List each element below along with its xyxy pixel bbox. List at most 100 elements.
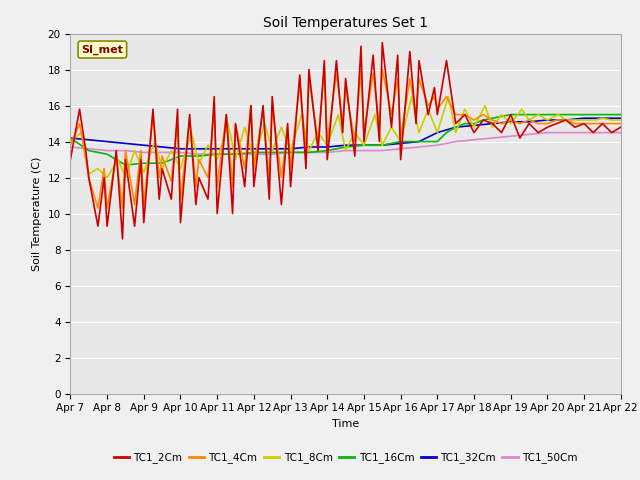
TC1_32Cm: [122, 141, 129, 146]
TC1_50Cm: [488, 135, 496, 141]
TC1_16Cm: [305, 150, 313, 156]
TC1_50Cm: [268, 151, 276, 157]
TC1_16Cm: [433, 139, 441, 144]
TC1_32Cm: [507, 119, 515, 125]
TC1_16Cm: [360, 142, 368, 148]
TC1_32Cm: [525, 119, 533, 125]
TC1_2Cm: [498, 130, 506, 135]
TC1_16Cm: [397, 139, 404, 144]
TC1_50Cm: [103, 148, 111, 154]
TC1_8Cm: [188, 130, 195, 135]
Text: SI_met: SI_met: [81, 44, 124, 55]
Legend: TC1_2Cm, TC1_4Cm, TC1_8Cm, TC1_16Cm, TC1_32Cm, TC1_50Cm: TC1_2Cm, TC1_4Cm, TC1_8Cm, TC1_16Cm, TC1…: [109, 448, 582, 468]
TC1_16Cm: [85, 148, 93, 154]
TC1_50Cm: [360, 148, 368, 154]
TC1_50Cm: [415, 144, 423, 150]
TC1_16Cm: [378, 142, 386, 148]
TC1_16Cm: [617, 112, 625, 118]
TC1_16Cm: [470, 120, 478, 126]
TC1_16Cm: [580, 112, 588, 118]
TC1_2Cm: [562, 117, 570, 123]
TC1_50Cm: [397, 146, 404, 152]
TC1_50Cm: [140, 150, 148, 156]
TC1_16Cm: [479, 117, 487, 123]
Line: TC1_8Cm: TC1_8Cm: [70, 96, 621, 178]
TC1_50Cm: [232, 151, 239, 157]
Line: TC1_2Cm: TC1_2Cm: [70, 43, 621, 239]
TC1_8Cm: [371, 112, 379, 118]
TC1_4Cm: [443, 94, 451, 99]
TC1_4Cm: [94, 205, 102, 211]
TC1_32Cm: [158, 144, 166, 150]
TC1_8Cm: [204, 142, 212, 148]
TC1_32Cm: [360, 142, 368, 148]
TC1_50Cm: [305, 150, 313, 156]
TC1_8Cm: [103, 175, 111, 180]
TC1_50Cm: [562, 130, 570, 135]
TC1_16Cm: [507, 112, 515, 118]
TC1_2Cm: [118, 236, 126, 242]
TC1_50Cm: [195, 151, 203, 157]
TC1_4Cm: [351, 139, 358, 144]
TC1_32Cm: [85, 137, 93, 143]
TC1_16Cm: [598, 112, 606, 118]
TC1_32Cm: [103, 139, 111, 144]
TC1_4Cm: [617, 120, 625, 126]
TC1_32Cm: [598, 115, 606, 121]
TC1_8Cm: [268, 148, 276, 154]
TC1_50Cm: [452, 139, 460, 144]
TC1_32Cm: [195, 146, 203, 152]
TC1_8Cm: [415, 130, 423, 135]
Line: TC1_16Cm: TC1_16Cm: [70, 115, 621, 165]
TC1_16Cm: [525, 112, 533, 118]
TC1_16Cm: [140, 160, 148, 166]
TC1_4Cm: [562, 117, 570, 123]
TC1_16Cm: [268, 150, 276, 156]
TC1_32Cm: [268, 146, 276, 152]
TC1_8Cm: [562, 117, 570, 123]
Y-axis label: Soil Temperature (C): Soil Temperature (C): [32, 156, 42, 271]
TC1_2Cm: [378, 40, 386, 46]
TC1_50Cm: [250, 151, 258, 157]
TC1_8Cm: [67, 139, 74, 144]
TC1_32Cm: [580, 115, 588, 121]
TC1_32Cm: [378, 142, 386, 148]
TC1_4Cm: [67, 142, 74, 148]
TC1_16Cm: [415, 139, 423, 144]
TC1_16Cm: [287, 150, 294, 156]
TC1_16Cm: [543, 112, 551, 118]
TC1_16Cm: [122, 162, 129, 168]
TC1_16Cm: [488, 115, 496, 121]
TC1_4Cm: [321, 67, 328, 72]
TC1_16Cm: [498, 113, 506, 119]
TC1_8Cm: [408, 94, 415, 99]
TC1_16Cm: [342, 144, 349, 150]
TC1_50Cm: [378, 148, 386, 154]
TC1_50Cm: [122, 148, 129, 154]
TC1_4Cm: [388, 112, 396, 118]
TC1_32Cm: [397, 141, 404, 146]
TC1_16Cm: [195, 153, 203, 159]
TC1_2Cm: [342, 76, 349, 82]
TC1_2Cm: [388, 124, 396, 130]
TC1_32Cm: [543, 117, 551, 123]
TC1_32Cm: [232, 146, 239, 152]
TC1_32Cm: [342, 142, 349, 148]
TC1_50Cm: [598, 130, 606, 135]
TC1_32Cm: [452, 124, 460, 130]
TC1_16Cm: [213, 151, 221, 157]
TC1_32Cm: [488, 120, 496, 126]
TC1_2Cm: [617, 124, 625, 130]
TC1_32Cm: [415, 139, 423, 144]
TC1_32Cm: [213, 146, 221, 152]
TC1_50Cm: [433, 142, 441, 148]
Title: Soil Temperatures Set 1: Soil Temperatures Set 1: [263, 16, 428, 30]
Line: TC1_50Cm: TC1_50Cm: [70, 132, 621, 154]
TC1_8Cm: [617, 117, 625, 123]
TC1_16Cm: [232, 151, 239, 157]
TC1_32Cm: [140, 142, 148, 148]
TC1_16Cm: [562, 112, 570, 118]
TC1_32Cm: [250, 146, 258, 152]
TC1_32Cm: [617, 115, 625, 121]
TC1_16Cm: [177, 153, 184, 159]
